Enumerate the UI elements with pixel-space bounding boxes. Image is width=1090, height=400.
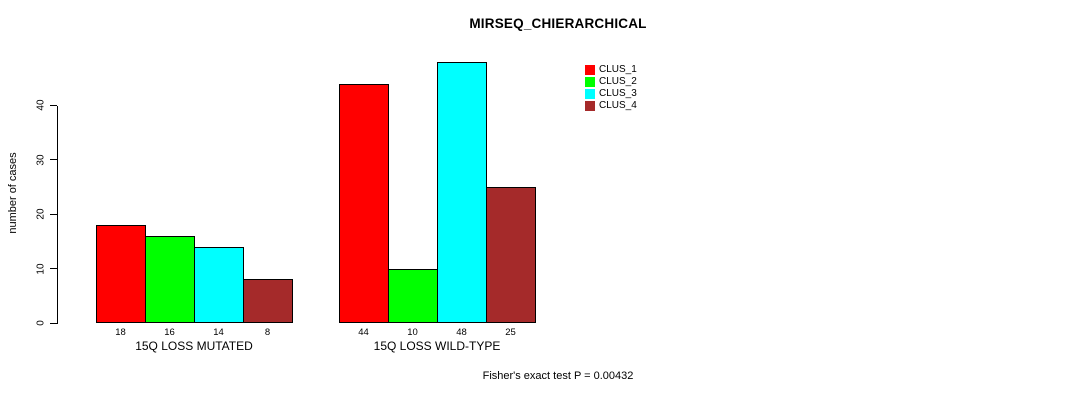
legend-label-clus_1: CLUS_1 [599,64,637,75]
legend-swatch-clus_4 [585,101,595,111]
bar-clus_2-1 [145,236,195,323]
bar-value-label: 48 [456,327,467,338]
y-axis-label: number of cases [7,152,19,234]
group-label: 15Q LOSS MUTATED [135,339,253,353]
bar-value-label: 14 [213,327,224,338]
y-axis-tick-label: 0 [35,320,47,326]
y-axis-tick-label: 10 [35,263,47,275]
bar-clus_4-2 [486,187,536,323]
bar-clus_4-1 [243,279,293,323]
chart-title: MIRSEQ_CHIERARCHICAL [469,16,647,31]
y-axis-tick-label: 40 [35,99,47,111]
legend-label-clus_3: CLUS_3 [599,88,637,99]
fisher-test-annotation: Fisher's exact test P = 0.00432 [482,370,634,382]
bar-clus_1-2 [339,84,389,323]
group-label: 15Q LOSS WILD-TYPE [373,339,501,353]
y-axis-tick [50,322,57,324]
bar-clus_2-2 [388,269,438,323]
y-axis-tick [50,104,57,106]
y-axis-tick-label: 30 [35,154,47,166]
bar-value-label: 8 [264,327,271,338]
y-axis-tick [50,159,57,161]
bar-value-label: 25 [505,327,516,338]
y-axis-line [57,106,58,324]
bar-clus_3-2 [437,62,487,323]
legend-swatch-clus_3 [585,89,595,99]
legend-swatch-clus_1 [585,65,595,75]
bar-clus_1-1 [96,225,146,323]
bar-value-label: 18 [115,327,126,338]
bar-value-label: 16 [164,327,175,338]
legend-label-clus_4: CLUS_4 [599,100,637,111]
bar-value-label: 10 [407,327,418,338]
y-axis-tick-label: 20 [35,208,47,220]
bar-value-label: 44 [358,327,369,338]
y-axis-tick [50,213,57,215]
legend-label-clus_2: CLUS_2 [599,76,637,87]
y-axis-tick [50,268,57,270]
bar-clus_3-1 [194,247,244,323]
legend-swatch-clus_2 [585,77,595,87]
